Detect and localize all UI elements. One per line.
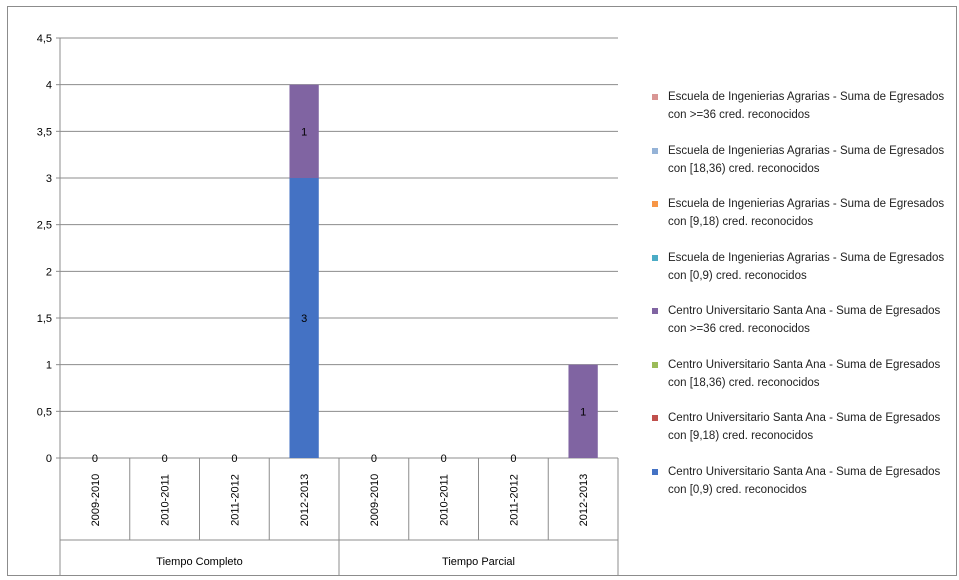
legend-label: Escuela de Ingenierias Agrarias - Suma d… (668, 144, 945, 175)
y-tick-label: 2,5 (37, 220, 52, 232)
y-tick-label: 0,5 (37, 406, 52, 418)
legend-swatch (652, 361, 658, 368)
legend-label: Escuela de Ingenierias Agrarias - Suma d… (668, 198, 945, 228)
legend-item: Centro Universitario Santa Ana - Suma de… (652, 356, 952, 410)
legend-swatch (652, 308, 658, 314)
legend-item: Escuela de Ingenierias Agrarias - Suma d… (652, 195, 952, 249)
data-label: 0 (510, 453, 516, 465)
legend-label: Escuela de Ingenierias Agrarias - Suma d… (668, 91, 945, 121)
legend-swatch (652, 415, 658, 421)
legend-label: Centro Universitario Santa Ana - Suma de… (668, 465, 941, 496)
legend-swatch (652, 94, 658, 100)
chart-frame (7, 6, 957, 576)
legend-label: Centro Universitario Santa Ana - Suma de… (668, 305, 941, 335)
data-label: 0 (231, 453, 237, 465)
x-group-label: Tiempo Completo (156, 556, 242, 568)
legend-swatch (652, 468, 658, 475)
data-label: 0 (92, 453, 98, 465)
y-tick-label: 3,5 (37, 126, 52, 138)
legend-item: Centro Universitario Santa Ana - Suma de… (652, 302, 952, 356)
legend-label: Centro Universitario Santa Ana - Suma de… (668, 358, 941, 389)
y-tick-label: 3 (46, 173, 52, 185)
legend-item: Escuela de Ingenierias Agrarias - Suma d… (652, 88, 952, 142)
y-tick-label: 1 (46, 360, 52, 372)
x-category-label: 2012-2013 (578, 474, 590, 527)
y-tick-label: 4,5 (37, 33, 52, 45)
legend-swatch (652, 147, 658, 154)
x-group-label: Tiempo Parcial (442, 556, 515, 568)
x-category-label: 2011-2012 (508, 474, 520, 526)
legend-label: Escuela de Ingenierias Agrarias - Suma d… (668, 251, 945, 282)
data-label: 0 (441, 453, 447, 465)
data-label: 3 (301, 313, 307, 325)
bar-segment (289, 84, 319, 178)
legend-item: Escuela de Ingenierias Agrarias - Suma d… (652, 142, 952, 196)
legend-label: Centro Universitario Santa Ana - Suma de… (668, 412, 941, 442)
legend-swatch (652, 201, 658, 207)
chart-legend: Escuela de Ingenierias Agrarias - Suma d… (652, 88, 952, 516)
y-tick-label: 2 (46, 266, 52, 278)
y-tick-label: 0 (46, 453, 52, 465)
data-label: 0 (162, 453, 168, 465)
data-label: 1 (580, 406, 586, 418)
y-tick-label: 4 (46, 80, 52, 92)
legend-item: Escuela de Ingenierias Agrarias - Suma d… (652, 249, 952, 303)
x-category-label: 2010-2011 (439, 474, 451, 526)
x-category-label: 2009-2010 (369, 474, 381, 527)
x-category-label: 2010-2011 (160, 474, 172, 526)
legend-swatch (652, 254, 658, 261)
x-category-label: 2011-2012 (229, 474, 241, 526)
bar-segment (568, 364, 598, 458)
x-category-label: 2009-2010 (90, 474, 102, 527)
x-category-label: 2012-2013 (299, 474, 311, 527)
data-label: 0 (371, 453, 377, 465)
legend-item: Centro Universitario Santa Ana - Suma de… (652, 463, 952, 517)
data-label: 1 (301, 126, 307, 138)
bar-segment (289, 178, 319, 458)
y-tick-label: 1,5 (37, 313, 52, 325)
legend-item: Centro Universitario Santa Ana - Suma de… (652, 409, 952, 463)
